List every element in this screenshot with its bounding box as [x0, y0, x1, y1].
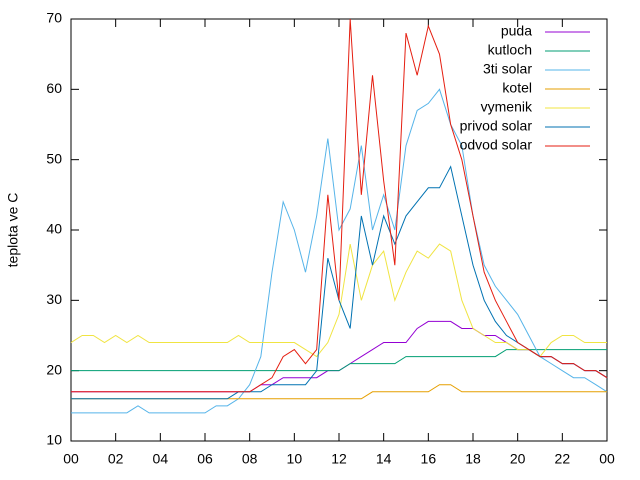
- series-line: [71, 18, 608, 393]
- y-tick-label: 40: [46, 221, 62, 237]
- series-line: [71, 349, 607, 372]
- y-tick-label: 30: [46, 291, 62, 307]
- x-tick-label: 16: [421, 451, 437, 467]
- legend-label: odvod solar: [460, 137, 533, 153]
- legend-label: privod solar: [460, 118, 533, 134]
- x-tick-label: 22: [555, 451, 571, 467]
- x-tick-label: 10: [287, 451, 303, 467]
- x-tick-label: 02: [108, 451, 124, 467]
- x-tick-label: 00: [63, 451, 79, 467]
- x-tick-label: 14: [376, 451, 392, 467]
- y-tick-label: 60: [46, 80, 62, 96]
- x-tick-label: 18: [465, 451, 481, 467]
- y-axis-label: teplota ve C: [5, 193, 21, 268]
- x-tick-label: 00: [599, 451, 615, 467]
- x-tick-label: 08: [242, 451, 258, 467]
- legend-label: kotel: [502, 80, 532, 96]
- series-line: [71, 88, 608, 414]
- y-tick-label: 50: [46, 150, 62, 166]
- y-tick-label: 10: [46, 432, 62, 448]
- series-line: [70, 243, 607, 358]
- y-tick-label: 70: [46, 10, 62, 26]
- x-tick-label: 12: [331, 451, 347, 467]
- legend-label: puda: [501, 23, 532, 39]
- legend-label: 3ti solar: [483, 61, 532, 77]
- y-tick-label: 20: [46, 361, 62, 377]
- plot-frame: [70, 18, 608, 442]
- x-tick-label: 20: [510, 451, 526, 467]
- series-line: [71, 165, 608, 400]
- x-tick-label: 04: [153, 451, 169, 467]
- x-tick-label: 06: [197, 451, 213, 467]
- legend-label: vymenik: [481, 99, 533, 115]
- legend-label: kutloch: [488, 42, 532, 58]
